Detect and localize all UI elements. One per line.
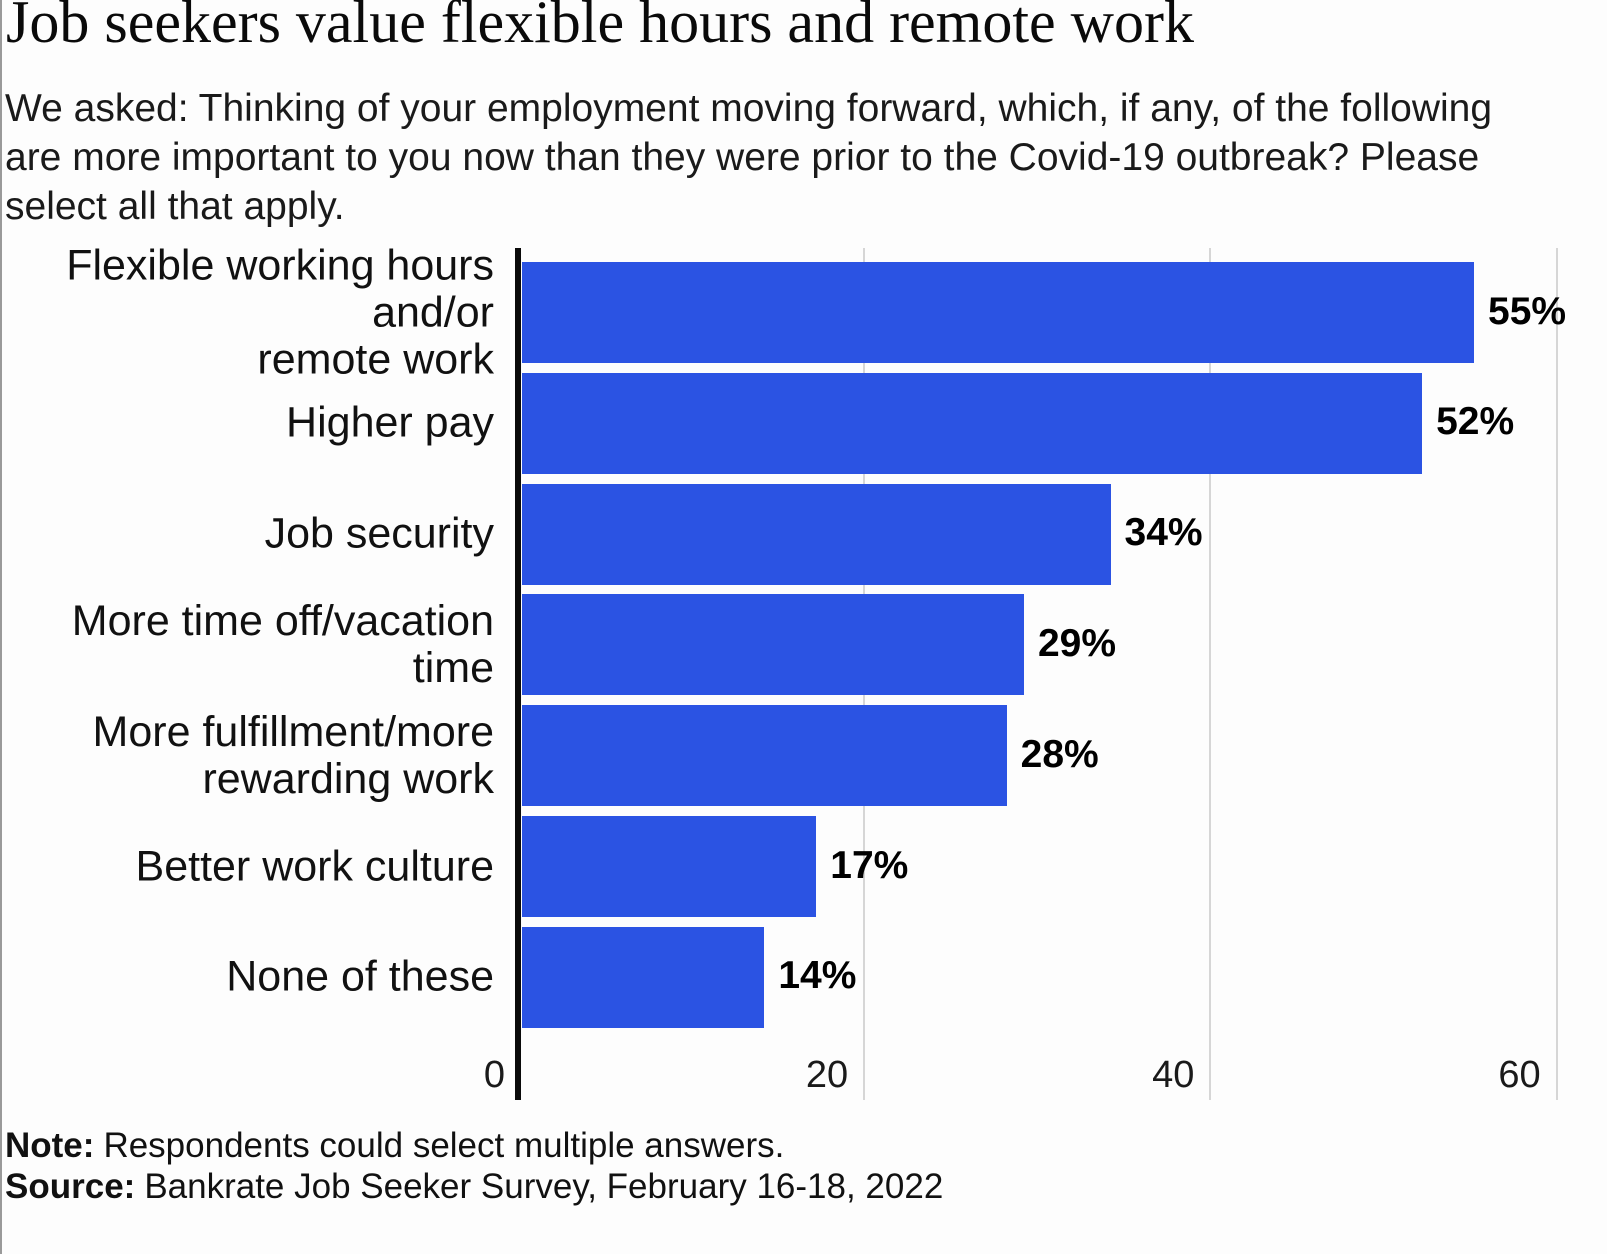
- chart-note: Note: Respondents could select multiple a…: [5, 1125, 1565, 1167]
- bar: [522, 483, 1111, 585]
- category-label: Job security: [264, 509, 494, 558]
- bar: [522, 816, 817, 917]
- value-label: 14%: [778, 954, 857, 998]
- value-label: 29%: [1037, 622, 1117, 666]
- gridline-60: [1555, 248, 1558, 1100]
- subtitle-line-1: We asked: Thinking of your employment mo…: [5, 87, 1493, 130]
- value-label: 55%: [1488, 289, 1567, 333]
- category-label: More fulfillment/more rewarding work: [92, 707, 494, 803]
- note-text: Respondents could select multiple answer…: [103, 1126, 785, 1165]
- category-label: Flexible working hours and/or remote wor…: [66, 241, 494, 383]
- subtitle-line-3: select all that apply.: [5, 185, 345, 228]
- bar: [522, 262, 1475, 363]
- bar: [522, 705, 1007, 807]
- value-label: 28%: [1020, 732, 1099, 776]
- source-text: Bankrate Job Seeker Survey, February 16-…: [144, 1167, 944, 1206]
- x-tick-label-20: 20: [805, 1054, 849, 1096]
- source-label: Source:: [5, 1167, 136, 1206]
- y-axis-line: [515, 248, 521, 1100]
- screenshot-left-edge: [0, 0, 2, 1254]
- chart-source: Source: Bankrate Job Seeker Survey, Febru…: [5, 1166, 1565, 1208]
- x-tick-label-60: 60: [1498, 1054, 1541, 1096]
- bar: [522, 594, 1024, 696]
- bar: [522, 926, 765, 1028]
- x-tick-label-40: 40: [1152, 1054, 1195, 1096]
- chart-title: Job seekers value flexible hours and rem…: [6, 0, 1194, 55]
- bar: [522, 372, 1423, 474]
- chart-subtitle: We asked: Thinking of your employment mo…: [5, 84, 1565, 231]
- value-label: 17%: [830, 843, 909, 887]
- note-label: Note:: [5, 1126, 95, 1165]
- gridline-40: [1209, 248, 1212, 1100]
- subtitle-line-2: are more important to you now than they …: [5, 136, 1480, 179]
- category-label: Better work culture: [135, 842, 494, 890]
- category-label: None of these: [226, 952, 494, 1001]
- category-label: Higher pay: [286, 398, 494, 447]
- x-tick-label-0: 0: [483, 1054, 505, 1096]
- category-label: More time off/vacation time: [71, 596, 494, 692]
- value-label: 52%: [1436, 400, 1515, 444]
- value-label: 34%: [1124, 511, 1203, 555]
